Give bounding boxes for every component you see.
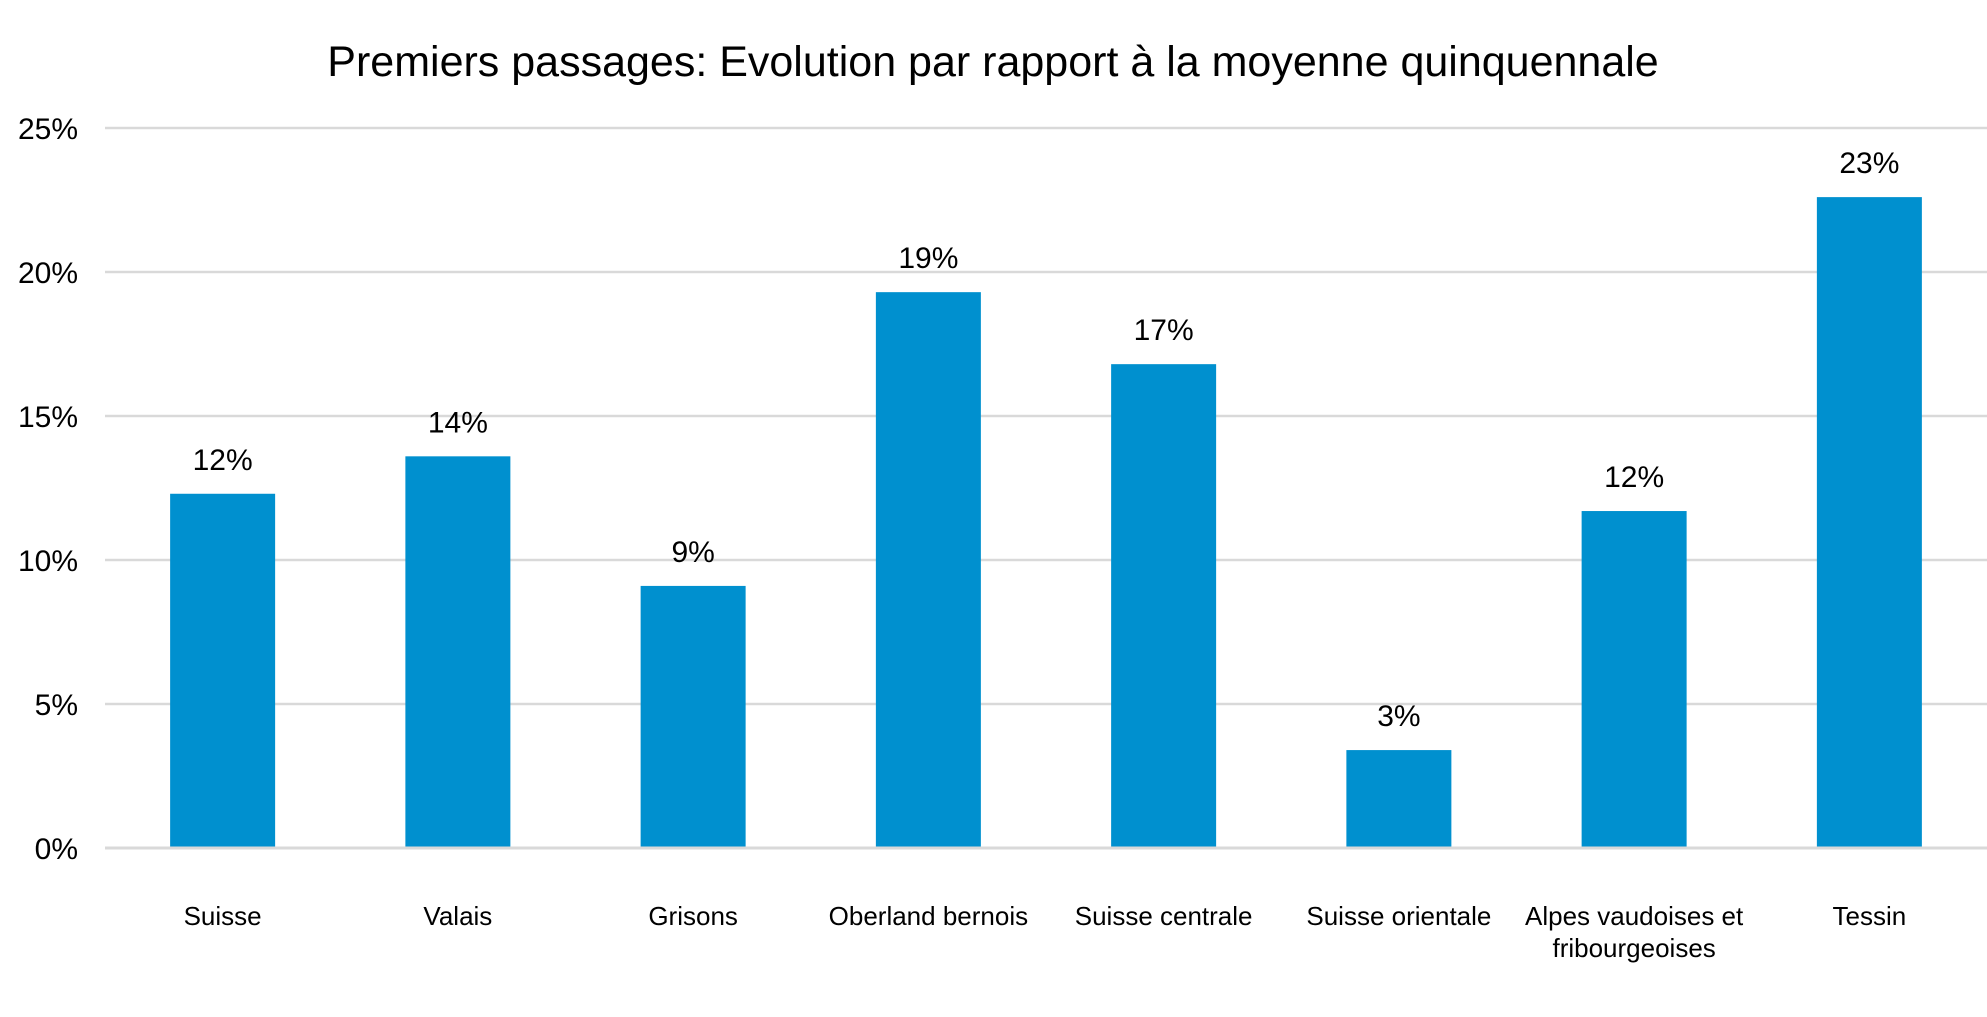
data-label: 14% (428, 406, 488, 439)
bar (640, 585, 746, 848)
category-label: Tessin (1833, 901, 1907, 931)
bar (170, 493, 276, 848)
y-tick-label: 15% (18, 401, 78, 434)
data-label: 19% (898, 242, 958, 275)
data-label: 3% (1377, 700, 1420, 733)
gridlines (105, 126, 1987, 706)
y-tick-label: 5% (35, 689, 78, 722)
category-label: Suisse orientale (1306, 901, 1491, 931)
chart-title: Premiers passages: Evolution par rapport… (327, 38, 1658, 86)
bar (875, 292, 981, 848)
bars (170, 197, 1922, 848)
category-label: Oberland bernois (829, 901, 1028, 931)
bar (1816, 197, 1922, 848)
data-label: 9% (671, 536, 714, 569)
y-tick-label: 25% (18, 113, 78, 146)
bar (1111, 364, 1217, 848)
y-tick-label: 20% (18, 257, 78, 290)
category-label: Suisse (184, 901, 262, 931)
y-tick-label: 10% (18, 545, 78, 578)
bar (1346, 750, 1452, 848)
category-label: Alpes vaudoises et (1525, 901, 1744, 931)
data-label: 12% (193, 444, 253, 477)
category-label: Valais (423, 901, 492, 931)
bar (405, 456, 511, 848)
y-axis-tick-labels: 0% 5% 10% 15% 20% 25% (18, 113, 78, 866)
category-label: Suisse centrale (1075, 901, 1253, 931)
data-label: 23% (1839, 147, 1899, 180)
category-label: fribourgeoises (1552, 933, 1715, 963)
category-label: Grisons (648, 901, 738, 931)
bar (1581, 511, 1687, 848)
data-labels: 12% 14% 9% 19% 17% 3% 12% 23% (193, 147, 1900, 733)
data-label: 17% (1134, 314, 1194, 347)
data-label: 12% (1604, 461, 1664, 494)
y-tick-label: 0% (35, 833, 78, 866)
x-axis-category-labels: Suisse Valais Grisons Oberland bernois Suiss… (184, 901, 1907, 963)
